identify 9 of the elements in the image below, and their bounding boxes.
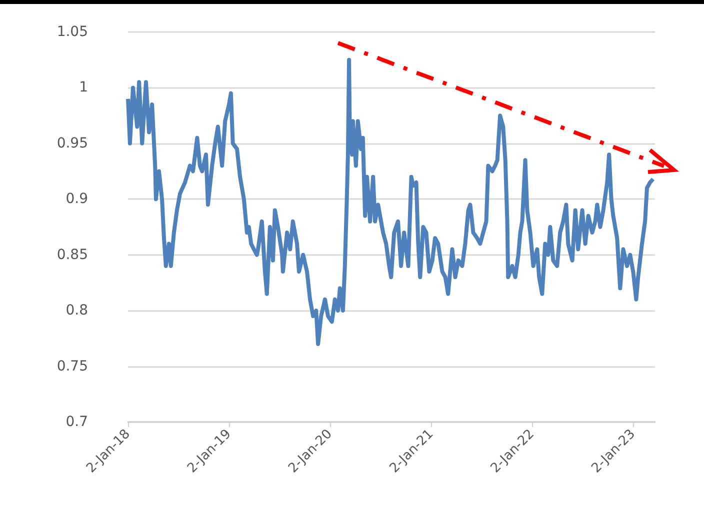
y-tick-label: 1	[79, 80, 88, 96]
y-tick-label: 0.8	[66, 302, 88, 319]
y-tick-label: 0.9	[66, 191, 88, 208]
y-tick-label: 0.95	[56, 135, 88, 152]
y-tick-label: 0.7	[66, 414, 88, 430]
line-series	[126, 58, 656, 346]
y-tick-label: 0.75	[56, 358, 88, 374]
y-tick-label: 0.85	[56, 246, 88, 263]
y-tick-label: 1.05	[56, 24, 88, 40]
